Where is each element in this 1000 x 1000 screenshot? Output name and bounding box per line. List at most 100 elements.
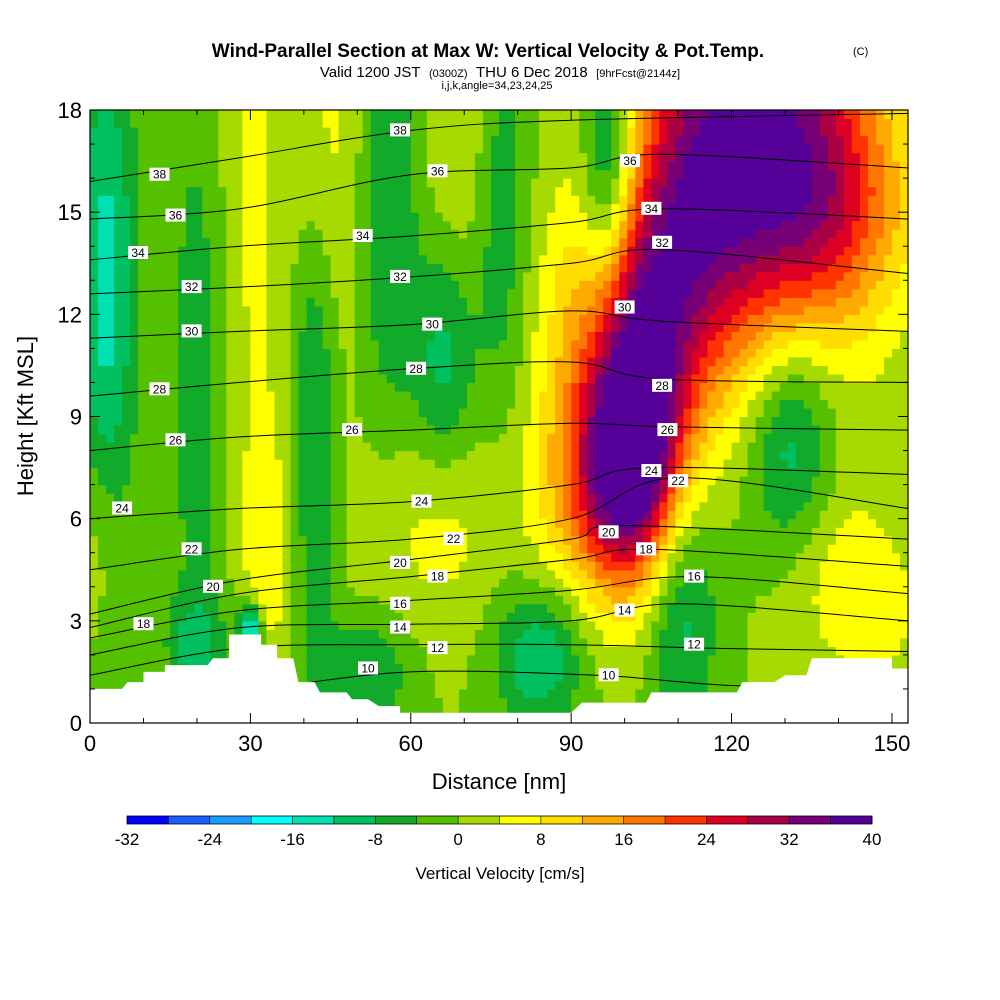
velocity-cell: [362, 144, 372, 154]
velocity-cell: [354, 399, 364, 409]
velocity-cell: [202, 518, 211, 528]
velocity-cell: [250, 186, 260, 196]
velocity-cell: [322, 373, 332, 384]
velocity-cell: [643, 646, 652, 656]
velocity-cell: [250, 212, 260, 222]
velocity-cell: [346, 297, 356, 307]
velocity-cell: [106, 518, 115, 528]
velocity-cell: [202, 654, 211, 664]
velocity-cell: [571, 186, 580, 196]
velocity-cell: [547, 442, 556, 452]
velocity-cell: [611, 680, 620, 690]
velocity-cell: [482, 373, 492, 384]
velocity-cell: [482, 297, 492, 307]
velocity-cell: [627, 493, 636, 503]
velocity-cell: [90, 425, 99, 435]
velocity-cell: [226, 186, 235, 196]
velocity-cell: [482, 646, 492, 656]
velocity-cell: [563, 373, 572, 384]
velocity-cell: [426, 186, 436, 196]
velocity-cell: [234, 331, 243, 341]
velocity-cell: [306, 152, 316, 162]
velocity-cell: [394, 246, 404, 256]
velocity-cell: [346, 382, 356, 392]
velocity-cell: [186, 416, 195, 426]
velocity-cell: [138, 476, 147, 486]
velocity-cell: [114, 382, 123, 392]
velocity-cell: [450, 110, 460, 120]
velocity-cell: [386, 254, 396, 264]
velocity-cell: [595, 263, 604, 273]
velocity-cell: [242, 237, 251, 247]
velocity-cell: [539, 518, 548, 528]
velocity-cell: [362, 195, 372, 205]
velocity-cell: [106, 339, 115, 349]
velocity-cell: [370, 373, 380, 384]
velocity-cell: [490, 416, 500, 426]
velocity-cell: [122, 297, 131, 307]
velocity-cell: [194, 518, 203, 528]
velocity-cell: [547, 510, 556, 520]
velocity-cell: [619, 127, 628, 137]
velocity-cell: [619, 663, 628, 673]
velocity-cell: [178, 348, 187, 358]
velocity-cell: [290, 561, 300, 571]
velocity-cell: [122, 229, 131, 239]
velocity-cell: [234, 305, 243, 315]
velocity-cell: [234, 297, 243, 307]
velocity-cell: [106, 612, 115, 622]
velocity-cell: [434, 603, 444, 613]
velocity-cell: [106, 535, 115, 545]
velocity-cell: [587, 297, 596, 307]
velocity-cell: [555, 271, 564, 281]
velocity-cell: [579, 501, 588, 511]
velocity-cell: [170, 501, 179, 511]
velocity-cell: [466, 544, 476, 554]
velocity-cell: [226, 493, 235, 503]
velocity-cell: [571, 501, 580, 511]
velocity-cell: [426, 246, 436, 256]
velocity-cell: [394, 416, 404, 426]
velocity-cell: [162, 195, 171, 205]
velocity-cell: [186, 314, 195, 324]
velocity-cell: [563, 135, 572, 145]
velocity-cell: [154, 501, 163, 511]
velocity-cell: [402, 654, 412, 664]
velocity-cell: [531, 220, 540, 230]
velocity-cell: [531, 382, 540, 392]
velocity-cell: [346, 152, 356, 162]
velocity-cell: [298, 271, 308, 281]
velocity-cell: [426, 331, 436, 341]
velocity-cell: [282, 629, 292, 639]
velocity-cell: [611, 578, 620, 588]
velocity-cell: [386, 356, 396, 367]
velocity-cell: [314, 544, 324, 554]
velocity-cell: [474, 510, 484, 520]
velocity-cell: [242, 603, 251, 613]
velocity-cell: [579, 127, 588, 137]
velocity-cell: [258, 161, 268, 171]
velocity-cell: [242, 339, 251, 349]
velocity-cell: [338, 663, 348, 673]
velocity-cell: [442, 365, 452, 375]
velocity-cell: [386, 118, 396, 128]
velocity-cell: [346, 280, 356, 290]
velocity-cell: [330, 220, 340, 230]
velocity-cell: [378, 527, 388, 537]
velocity-cell: [258, 578, 268, 588]
velocity-cell: [226, 450, 235, 460]
velocity-cell: [274, 476, 284, 486]
velocity-cell: [98, 561, 107, 571]
velocity-cell: [611, 637, 620, 647]
velocity-cell: [98, 373, 107, 384]
velocity-cell: [458, 220, 468, 230]
velocity-cell: [242, 212, 251, 222]
velocity-cell: [98, 637, 107, 647]
velocity-cell: [146, 569, 155, 579]
velocity-cell: [627, 450, 636, 460]
velocity-cell: [539, 237, 548, 247]
velocity-cell: [306, 399, 316, 409]
velocity-cell: [202, 450, 211, 460]
velocity-cell: [298, 578, 308, 588]
velocity-cell: [178, 476, 187, 486]
